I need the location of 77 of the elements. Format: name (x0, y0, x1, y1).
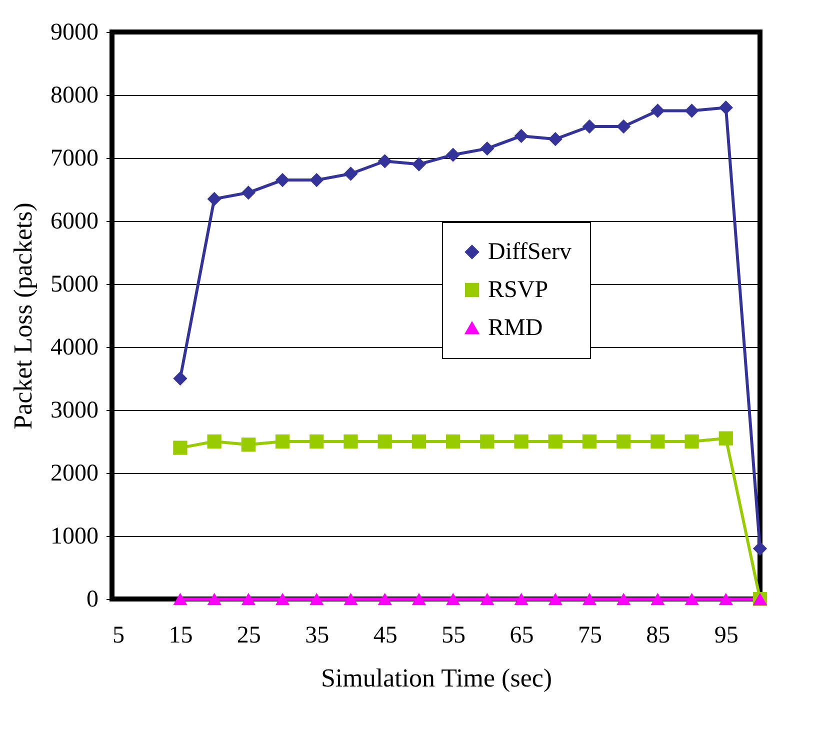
point (480, 141, 494, 156)
y-tick-label: 7000 (50, 146, 98, 172)
point (684, 592, 699, 606)
point (616, 434, 631, 449)
point (275, 172, 290, 188)
point (310, 172, 324, 188)
point (446, 148, 460, 162)
point (718, 431, 733, 446)
point (344, 166, 358, 181)
y-tick-label: 8000 (50, 82, 98, 108)
point (684, 434, 699, 449)
point (650, 104, 665, 118)
x-axis-title: Simulation Time (sec) (320, 664, 552, 692)
point (310, 592, 324, 606)
y-axis-title: Packet Loss (packets) (8, 202, 38, 430)
x-tick-label: 45 (373, 622, 398, 648)
point (275, 592, 290, 606)
y-tick-label: 9000 (50, 20, 98, 46)
point (241, 438, 256, 452)
legend-label: RMD (488, 315, 543, 341)
point (718, 592, 733, 606)
point (582, 592, 597, 606)
legend-label: DiffServ (488, 239, 572, 265)
y-tick-label: 1000 (50, 524, 98, 550)
point (514, 434, 528, 449)
point (378, 434, 392, 449)
point (582, 119, 597, 134)
point (378, 154, 392, 168)
point (514, 128, 528, 144)
point (378, 592, 392, 606)
point (616, 119, 631, 134)
point (412, 592, 426, 606)
x-tick-label: 35 (305, 622, 330, 648)
x-tick-label: 65 (510, 622, 534, 648)
point (548, 592, 562, 606)
point (344, 434, 358, 449)
y-tick-label: 3000 (50, 398, 98, 424)
y-tick-label: 5000 (50, 272, 98, 298)
x-tick-label: 5 (112, 622, 124, 648)
x-tick-label: 75 (578, 622, 602, 648)
x-tick-label: 95 (714, 622, 738, 648)
y-tick-label: 6000 (50, 208, 98, 234)
point (173, 371, 188, 386)
point (582, 434, 597, 449)
x-tick-label: 85 (646, 622, 670, 648)
point (718, 100, 733, 115)
point (207, 192, 222, 206)
point (446, 592, 460, 606)
point (684, 104, 699, 118)
point (241, 186, 256, 200)
point (173, 440, 188, 455)
y-tick-label: 2000 (50, 460, 98, 486)
point (275, 434, 290, 449)
point (480, 434, 494, 449)
point (412, 157, 426, 172)
point (650, 434, 665, 449)
point (310, 434, 324, 449)
point (752, 542, 768, 556)
y-tick-label: 4000 (50, 334, 98, 360)
point (241, 592, 256, 606)
point (616, 592, 631, 606)
point (446, 434, 460, 449)
point (650, 592, 665, 606)
x-tick-label: 55 (442, 622, 466, 648)
point (412, 434, 426, 449)
point (344, 592, 358, 606)
legend-label: RSVP (488, 277, 548, 303)
point (207, 592, 222, 606)
point (514, 592, 528, 606)
point (548, 434, 562, 449)
x-tick-label: 25 (236, 622, 261, 648)
y-tick-label: 0 (86, 586, 98, 612)
point (548, 132, 562, 146)
point (173, 592, 188, 606)
x-tick-label: 15 (168, 622, 193, 648)
point (480, 592, 494, 606)
point (207, 434, 222, 449)
